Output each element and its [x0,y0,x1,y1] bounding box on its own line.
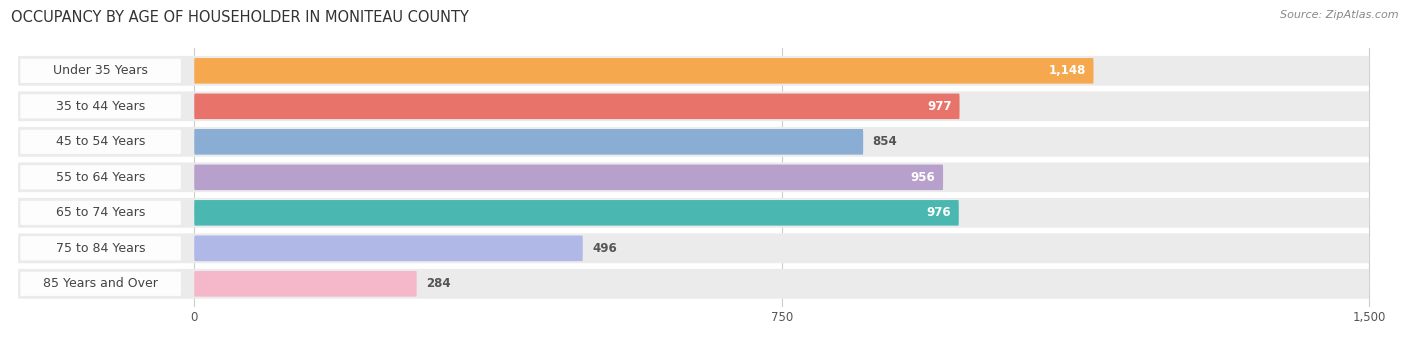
Text: 854: 854 [873,135,897,148]
Text: 1,148: 1,148 [1049,64,1085,77]
FancyBboxPatch shape [194,236,582,261]
Text: 976: 976 [927,206,950,219]
Text: Under 35 Years: Under 35 Years [53,64,148,77]
FancyBboxPatch shape [20,59,181,83]
FancyBboxPatch shape [194,165,943,190]
FancyBboxPatch shape [20,94,181,118]
FancyBboxPatch shape [20,272,181,296]
Text: 85 Years and Over: 85 Years and Over [44,277,157,290]
FancyBboxPatch shape [20,236,181,261]
FancyBboxPatch shape [18,233,1369,263]
Text: OCCUPANCY BY AGE OF HOUSEHOLDER IN MONITEAU COUNTY: OCCUPANCY BY AGE OF HOUSEHOLDER IN MONIT… [11,10,470,25]
FancyBboxPatch shape [18,127,1369,157]
FancyBboxPatch shape [20,130,181,154]
FancyBboxPatch shape [18,198,1369,228]
FancyBboxPatch shape [194,129,863,154]
Text: 35 to 44 Years: 35 to 44 Years [56,100,145,113]
FancyBboxPatch shape [194,271,416,297]
Text: 75 to 84 Years: 75 to 84 Years [56,242,145,255]
FancyBboxPatch shape [194,93,959,119]
Text: 45 to 54 Years: 45 to 54 Years [56,135,145,148]
FancyBboxPatch shape [20,201,181,225]
Text: 956: 956 [911,171,935,184]
Text: 284: 284 [426,277,451,290]
Text: 977: 977 [927,100,952,113]
FancyBboxPatch shape [18,269,1369,299]
FancyBboxPatch shape [18,91,1369,121]
FancyBboxPatch shape [194,58,1094,84]
FancyBboxPatch shape [18,162,1369,192]
Text: 65 to 74 Years: 65 to 74 Years [56,206,145,219]
Text: Source: ZipAtlas.com: Source: ZipAtlas.com [1281,10,1399,20]
FancyBboxPatch shape [194,200,959,226]
Text: 55 to 64 Years: 55 to 64 Years [56,171,145,184]
FancyBboxPatch shape [20,165,181,189]
FancyBboxPatch shape [18,56,1369,86]
Text: 496: 496 [592,242,617,255]
